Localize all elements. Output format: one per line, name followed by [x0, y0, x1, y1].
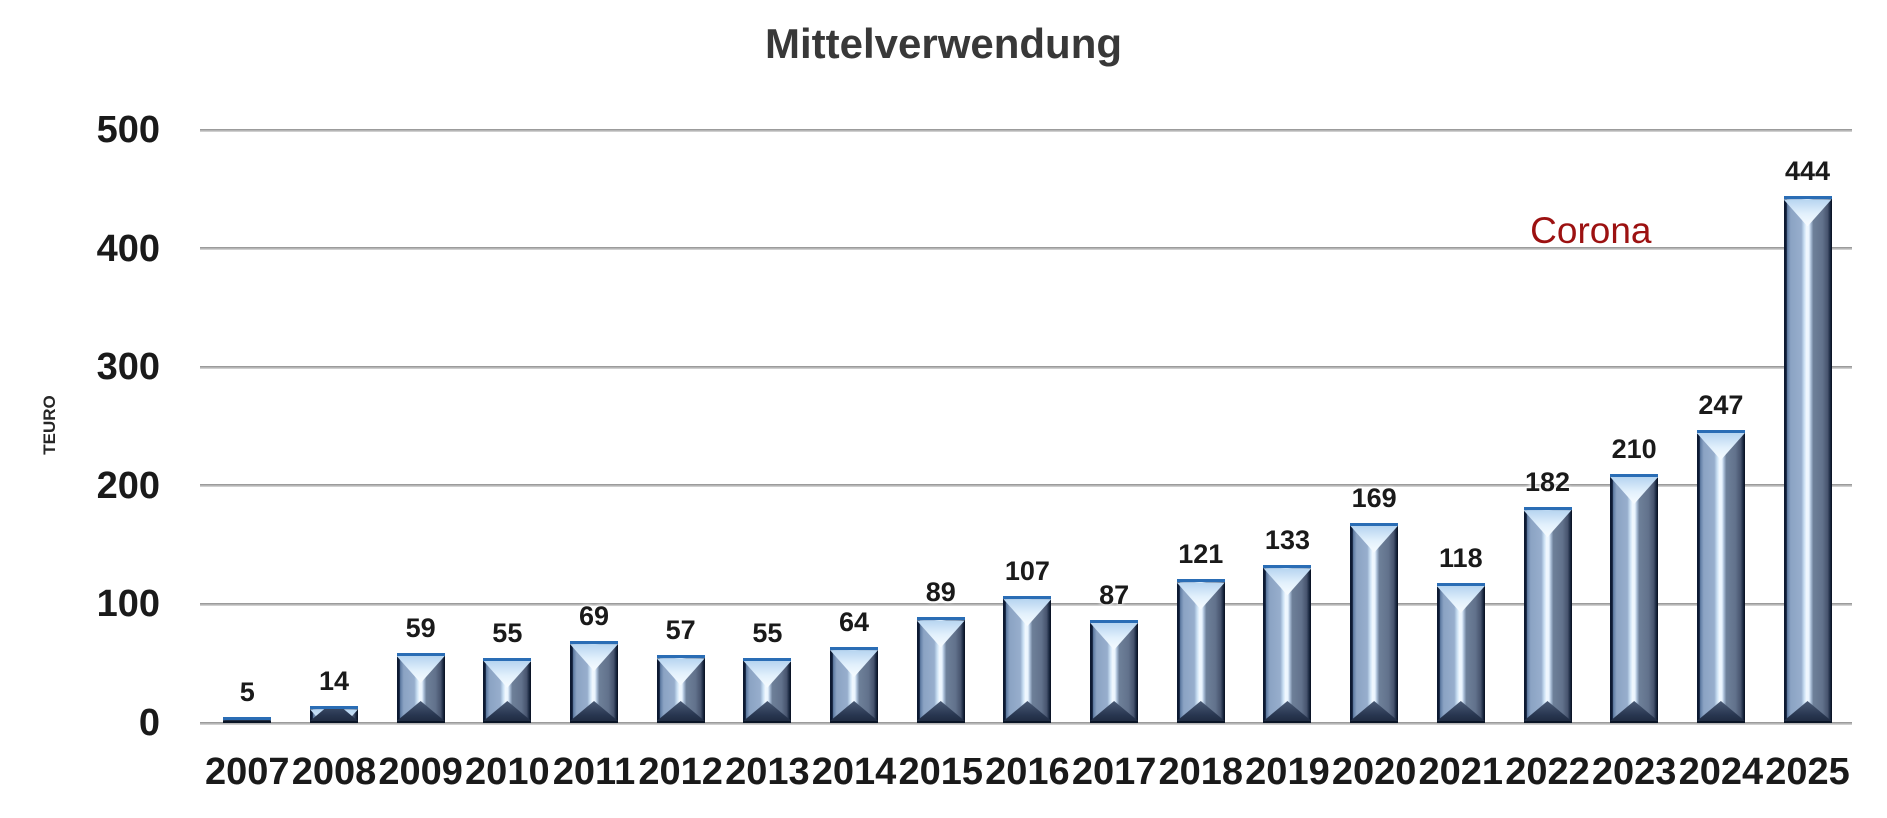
value-label-2018: 121 — [1178, 539, 1224, 570]
value-label-2022: 182 — [1524, 467, 1571, 498]
bar-2025 — [1783, 196, 1832, 723]
bar-2022 — [1523, 507, 1572, 723]
value-label-2012: 57 — [665, 615, 696, 646]
y-tick-label-300: 300 — [96, 346, 160, 389]
gridline-0 — [200, 721, 1852, 725]
value-label-2025: 444 — [1785, 156, 1831, 187]
annotation-corona: Corona — [1530, 209, 1652, 251]
bar-2017 — [1090, 619, 1139, 723]
bar-2015 — [916, 617, 965, 723]
x-tick-label-2022: 2022 — [1505, 751, 1590, 793]
y-tick-label-200: 200 — [96, 464, 160, 507]
bar-2010 — [483, 657, 532, 723]
x-tick-label-2021: 2021 — [1418, 751, 1504, 793]
x-tick-label-2011: 2011 — [552, 751, 636, 793]
bar-2019 — [1263, 565, 1312, 723]
gridline-400 — [200, 247, 1852, 251]
x-tick-label-2018: 2018 — [1158, 751, 1244, 793]
y-tick-label-400: 400 — [96, 227, 160, 270]
chart-title: Mittelverwendung — [764, 20, 1123, 67]
value-label-2007: 5 — [239, 677, 255, 708]
y-tick-label-100: 100 — [96, 583, 160, 626]
bar-2011 — [570, 641, 619, 723]
bar-2013 — [743, 657, 792, 723]
gridline-500 — [200, 128, 1852, 132]
x-tick-label-2023: 2023 — [1591, 751, 1677, 793]
bar-2007 — [223, 717, 272, 723]
bar-2023 — [1610, 473, 1659, 723]
bar-2014 — [830, 647, 879, 723]
x-tick-label-2009: 2009 — [378, 751, 463, 793]
value-label-2008: 14 — [318, 666, 349, 697]
x-tick-label-2010: 2010 — [465, 751, 550, 793]
value-label-2023: 210 — [1611, 433, 1657, 464]
x-tick-label-2007: 2007 — [205, 751, 290, 793]
x-tick-label-2013: 2013 — [725, 751, 810, 793]
y-tick-label-500: 500 — [96, 109, 160, 151]
bar-2018 — [1176, 579, 1225, 723]
x-tick-label-2015: 2015 — [898, 751, 983, 793]
value-label-2020: 169 — [1351, 482, 1397, 513]
bar-2012 — [656, 655, 705, 723]
value-label-2016: 107 — [1004, 556, 1050, 587]
x-tick-label-2024: 2024 — [1678, 751, 1764, 793]
value-label-2014: 64 — [839, 607, 870, 638]
bar-2021 — [1436, 583, 1485, 723]
value-label-2013: 55 — [752, 617, 783, 648]
x-tick-label-2017: 2017 — [1071, 751, 1157, 793]
gridline-200 — [200, 484, 1852, 488]
value-label-2015: 89 — [925, 577, 956, 608]
x-tick-label-2025: 2025 — [1765, 751, 1850, 793]
value-label-2011: 69 — [578, 601, 610, 632]
value-label-2019: 133 — [1264, 525, 1310, 556]
x-tick-label-2012: 2012 — [638, 751, 723, 793]
x-tick-label-2008: 2008 — [291, 751, 377, 793]
x-tick-label-2014: 2014 — [811, 751, 897, 793]
bar-2008 — [309, 706, 358, 723]
bar-2024 — [1696, 430, 1745, 723]
value-label-2010: 55 — [492, 617, 523, 648]
bar-2016 — [1003, 596, 1052, 723]
x-tick-label-2020: 2020 — [1331, 751, 1417, 793]
value-label-2017: 87 — [1099, 579, 1130, 610]
y-tick-label-0: 0 — [138, 702, 160, 744]
gridline-300 — [200, 365, 1852, 369]
value-label-2024: 247 — [1698, 390, 1744, 421]
value-label-2021: 118 — [1439, 543, 1483, 574]
bar-2009 — [396, 653, 445, 723]
bar-2020 — [1350, 522, 1399, 723]
x-tick-label-2016: 2016 — [985, 751, 1070, 793]
x-tick-label-2019: 2019 — [1245, 751, 1330, 793]
value-label-2009: 59 — [405, 613, 436, 644]
